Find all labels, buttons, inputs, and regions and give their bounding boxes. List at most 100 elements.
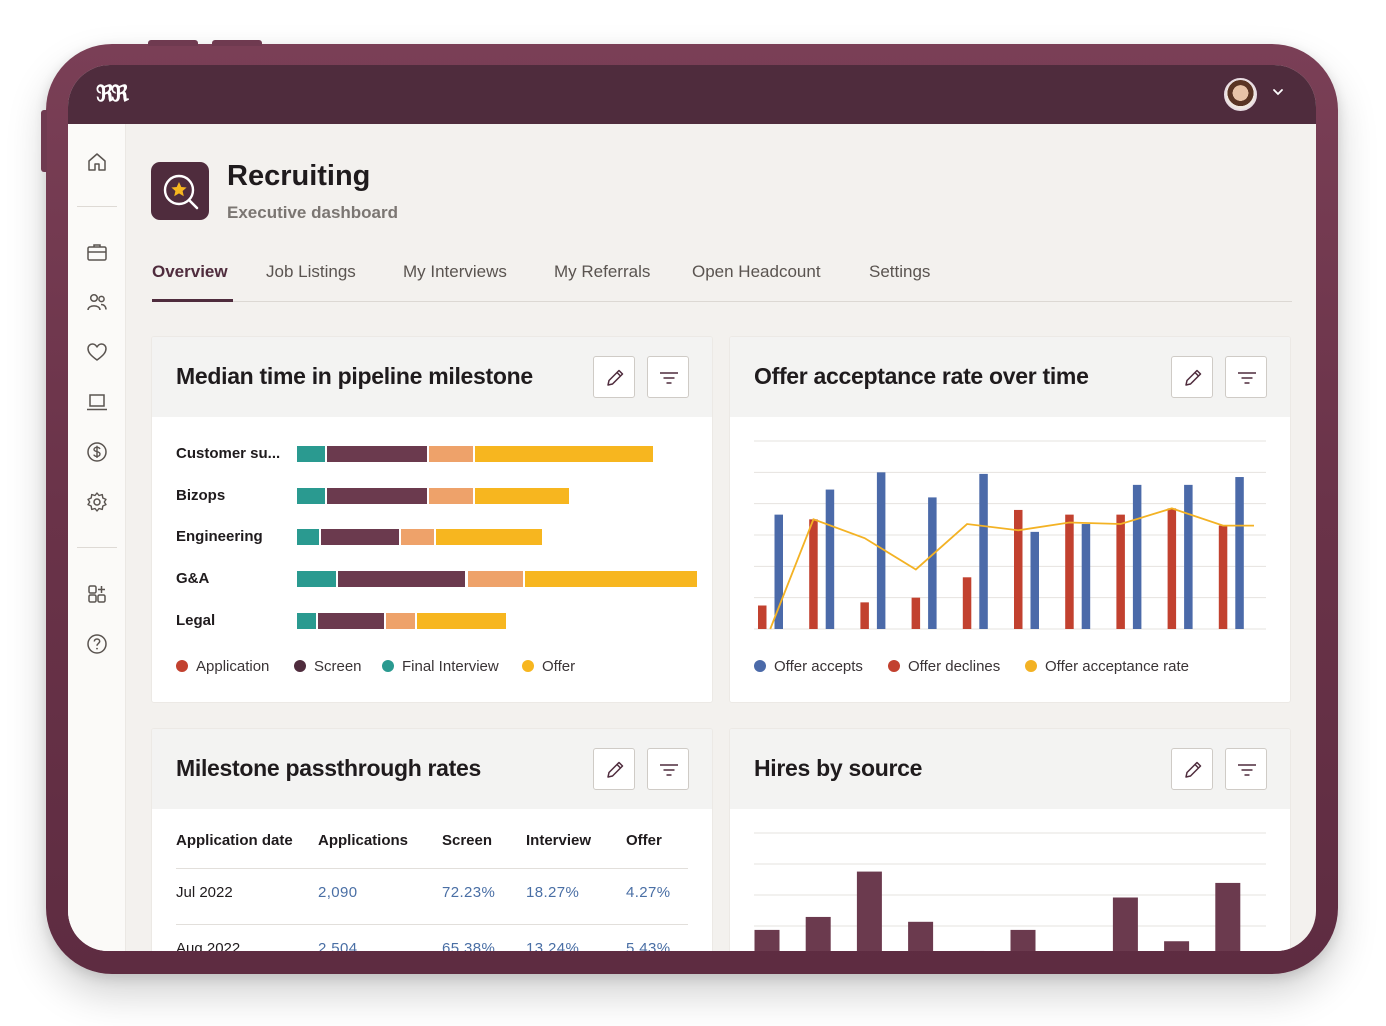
decline-bar[interactable] [809,519,818,629]
column-header[interactable]: Screen [442,832,493,849]
accept-bar[interactable] [1030,531,1040,629]
hires-bar[interactable] [805,916,831,951]
legend-dot [754,660,766,672]
filter-button[interactable] [1225,748,1267,790]
column-header[interactable]: Offer [626,832,662,849]
table-cell-link[interactable]: 18.27% [526,884,580,901]
decline-bar[interactable] [1116,514,1125,629]
bar-segment[interactable] [436,529,542,545]
legend-dot [294,660,306,672]
apps-add-icon[interactable] [86,583,108,605]
accept-bar[interactable] [1235,477,1244,629]
bar-segment[interactable] [467,571,523,587]
tab-job-listings[interactable]: Job Listings [266,262,356,281]
help-icon[interactable] [86,633,108,655]
filter-button[interactable] [647,748,689,790]
accept-bar[interactable] [928,497,937,629]
bar-segment[interactable] [297,446,325,462]
decline-bar[interactable] [1167,508,1177,629]
filter-button[interactable] [647,356,689,398]
bar-segment[interactable] [297,488,325,504]
people-icon[interactable] [86,291,108,313]
pencil-icon [1185,761,1202,778]
bar-segment[interactable] [475,488,570,504]
accept-bar[interactable] [1184,484,1193,629]
hires-bar[interactable] [1164,941,1190,951]
bar-segment[interactable] [400,529,435,545]
decline-bar[interactable] [758,605,767,630]
hires-bar[interactable] [1010,929,1036,951]
hires-bar[interactable] [754,929,780,951]
hires-bar[interactable] [1215,882,1241,951]
bar-segment[interactable] [475,446,653,462]
table-cell-link[interactable]: 65.38% [442,940,496,951]
home-icon[interactable] [86,151,108,173]
column-header[interactable]: Applications [318,832,409,849]
bar-segment[interactable] [326,446,427,462]
briefcase-icon[interactable] [86,241,108,263]
app-logo[interactable]: ℜℜ [96,81,129,107]
edit-button[interactable] [593,356,635,398]
dollar-icon[interactable] [86,441,108,463]
accept-bar[interactable] [979,473,988,629]
table-cell-link[interactable]: 4.27% [626,884,671,901]
hires-bar[interactable] [856,871,882,951]
bar-segment[interactable] [297,529,320,545]
bar-segment[interactable] [428,446,474,462]
chevron-down-icon[interactable] [1271,85,1285,99]
decline-bar[interactable] [860,602,869,629]
filter-icon [660,372,678,384]
tab-my-interviews[interactable]: My Interviews [403,262,507,281]
tab-my-referrals[interactable]: My Referrals [554,262,651,281]
accept-bar[interactable] [825,489,835,629]
bar-segment[interactable] [525,571,698,587]
accept-bar[interactable] [774,514,784,629]
acceptance-rate-line[interactable] [769,507,1254,630]
category-label: Bizops [176,487,226,504]
table-cell-link[interactable]: 13.24% [526,940,580,951]
tab-settings[interactable]: Settings [869,262,931,281]
bar-segment[interactable] [428,488,474,504]
column-header[interactable]: Application date [176,832,293,849]
page-subtitle: Executive dashboard [227,203,399,222]
bar-segment[interactable] [386,613,416,629]
decline-bar[interactable] [911,597,921,629]
bar-segment[interactable] [417,613,507,629]
edit-button[interactable] [1171,356,1213,398]
accept-bar[interactable] [1132,484,1142,629]
category-label: G&A [176,570,210,587]
hires-bar[interactable] [908,921,934,951]
page-title: Recruiting [227,160,371,192]
row-divider [176,868,688,869]
pencil-icon [1185,369,1202,386]
decline-bar[interactable] [1014,509,1023,629]
tab-open-headcount[interactable]: Open Headcount [692,262,821,281]
legend-label: Offer accepts [774,658,863,675]
column-header[interactable]: Interview [526,832,592,849]
accept-bar[interactable] [1081,524,1091,629]
table-cell-link[interactable]: 5.43% [626,940,671,951]
bar-segment[interactable] [321,529,399,545]
bar-segment[interactable] [297,613,316,629]
table-cell-link[interactable]: 2,090 [318,884,358,901]
filter-button[interactable] [1225,356,1267,398]
decline-bar[interactable] [1218,525,1228,629]
bar-segment[interactable] [317,613,385,629]
settings-icon[interactable] [86,491,108,513]
table-cell-link[interactable]: 72.23% [442,884,496,901]
heart-icon[interactable] [86,341,108,363]
hires-bar[interactable] [1112,897,1138,952]
laptop-icon[interactable] [86,391,108,413]
table-cell-link[interactable]: 2,504 [318,940,358,951]
bar-segment[interactable] [326,488,427,504]
edit-button[interactable] [1171,748,1213,790]
decline-bar[interactable] [1065,514,1074,629]
decline-bar[interactable] [962,577,972,629]
user-avatar[interactable] [1224,78,1257,111]
edit-button[interactable] [593,748,635,790]
accept-bar[interactable] [876,472,886,629]
legend-label: Screen [314,658,362,675]
bar-segment[interactable] [337,571,466,587]
tab-overview[interactable]: Overview [152,262,228,281]
bar-segment[interactable] [297,571,336,587]
